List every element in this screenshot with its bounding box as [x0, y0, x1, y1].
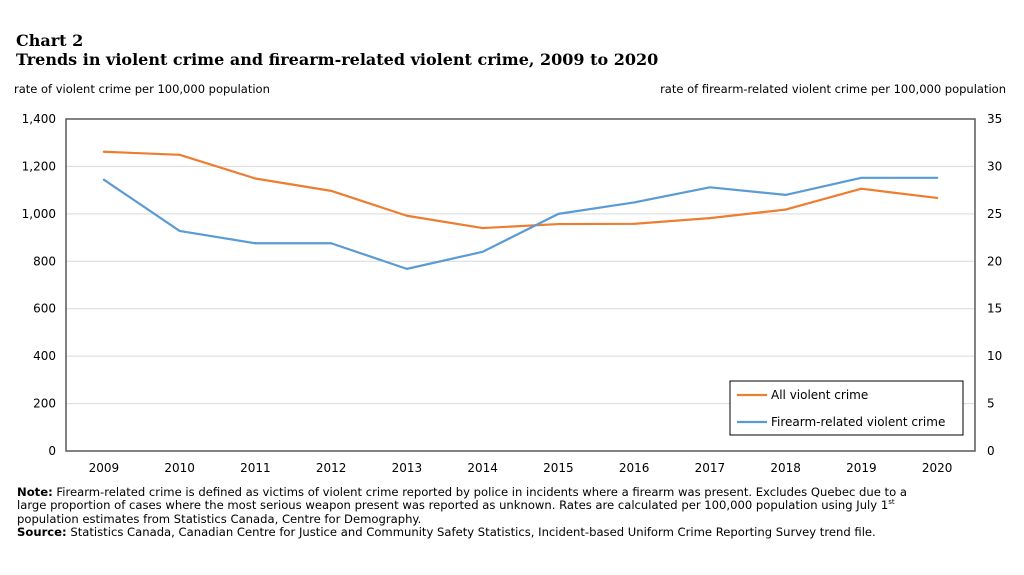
data-point — [557, 222, 560, 226]
note-label: Note: — [17, 485, 53, 499]
y-tick-label: 800 — [33, 254, 56, 268]
data-point — [936, 196, 939, 200]
y-tick-label: 1,000 — [22, 207, 56, 221]
legend-box — [729, 380, 964, 436]
note-text: Firearm-related crime is defined as vict… — [52, 485, 907, 499]
data-point — [936, 176, 939, 179]
x-tick-label: 2017 — [695, 461, 726, 475]
data-point — [405, 214, 408, 217]
y2-tick-label: 35 — [987, 112, 1002, 126]
y-tick-label: 600 — [33, 302, 56, 316]
source-text: Statistics Canada, Canadian Centre for J… — [66, 524, 876, 539]
data-point — [254, 177, 257, 180]
data-point — [254, 242, 257, 245]
y2-tick-label: 10 — [987, 349, 1002, 363]
y-axis-label: rate of violent crime per 100,000 popula… — [14, 82, 270, 96]
y-tick-label: 0 — [48, 444, 56, 458]
chart-number: Chart 2 — [16, 31, 84, 50]
data-point — [405, 267, 408, 270]
footnote: Note: Firearm-related crime is defined a… — [17, 485, 1017, 539]
data-point — [330, 189, 333, 192]
note-text: large proportion of cases where the most… — [17, 498, 889, 513]
y-tick-label: 1,200 — [22, 159, 56, 173]
legend: All violent crime Firearm-related violent… — [729, 380, 964, 436]
x-tick-label: 2014 — [467, 461, 498, 475]
data-point — [178, 153, 181, 156]
x-tick-label: 2019 — [846, 461, 877, 475]
y-tick-label: 1,400 — [22, 112, 56, 126]
data-point — [708, 186, 711, 189]
y-tick-label: 200 — [33, 397, 56, 411]
x-tick-label: 2016 — [619, 461, 650, 475]
series-line-firearm-related-violent-crime — [103, 176, 938, 270]
y2-tick-label: 20 — [987, 254, 1002, 268]
y-tick-label: 400 — [33, 349, 56, 363]
x-tick-label: 2013 — [392, 461, 423, 475]
source-label: Source: — [17, 524, 67, 539]
y2-axis-label: rate of firearm-related violent crime pe… — [660, 82, 1006, 96]
data-point — [330, 242, 333, 245]
x-tick-label: 2020 — [922, 461, 953, 475]
legend-label: Firearm-related violent crime — [771, 415, 945, 429]
x-tick-label: 2010 — [164, 461, 195, 475]
y2-tick-label: 25 — [987, 207, 1002, 221]
data-point — [481, 226, 484, 230]
y2-tick-label: 15 — [987, 302, 1002, 316]
y2-tick-label: 0 — [987, 444, 995, 458]
data-point — [860, 176, 863, 179]
data-point — [784, 208, 787, 211]
legend-label: All violent crime — [771, 388, 868, 402]
x-tick-label: 2009 — [89, 461, 120, 475]
note-superscript: st — [888, 498, 895, 507]
x-tick-label: 2011 — [240, 461, 271, 475]
data-point — [102, 178, 105, 181]
y2-tick-label: 5 — [987, 397, 995, 411]
data-point — [708, 217, 711, 220]
data-point — [481, 250, 484, 253]
data-point — [784, 193, 787, 196]
chart-title: Trends in violent crime and firearm-rela… — [16, 50, 659, 69]
data-point — [633, 222, 636, 225]
series-line-all-violent-crime — [103, 150, 938, 230]
x-tick-label: 2018 — [770, 461, 801, 475]
data-point — [178, 229, 181, 233]
data-point — [102, 150, 105, 153]
x-tick-label: 2015 — [543, 461, 574, 475]
note-text: population estimates from Statistics Can… — [17, 511, 422, 526]
data-point — [557, 212, 560, 215]
data-point — [633, 201, 636, 204]
x-tick-label: 2012 — [316, 461, 347, 475]
y2-tick-label: 30 — [987, 159, 1002, 173]
data-point — [860, 187, 863, 190]
plot-area-border — [65, 118, 976, 452]
